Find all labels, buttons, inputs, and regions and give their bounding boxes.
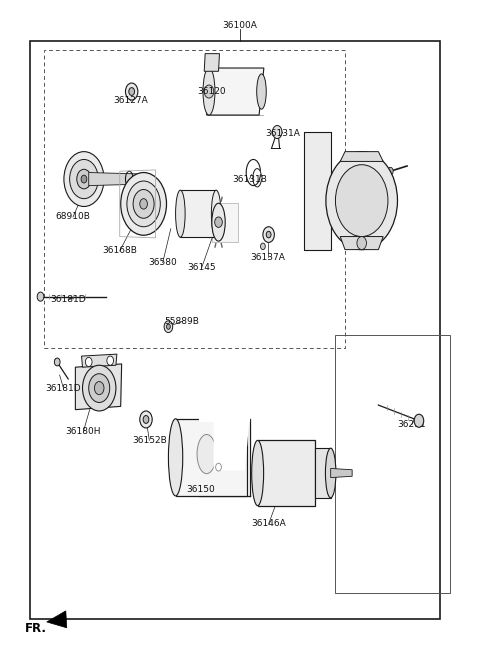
Ellipse shape	[257, 74, 266, 109]
Text: 36131B: 36131B	[232, 174, 267, 184]
Ellipse shape	[211, 190, 221, 237]
Ellipse shape	[168, 419, 183, 496]
Polygon shape	[199, 417, 250, 422]
Text: 36152B: 36152B	[132, 436, 167, 445]
Polygon shape	[304, 132, 331, 250]
Polygon shape	[47, 611, 67, 628]
Polygon shape	[82, 354, 117, 367]
Bar	[30, 41, 441, 619]
Text: 55889B: 55889B	[164, 317, 199, 326]
Circle shape	[143, 415, 149, 423]
Circle shape	[414, 414, 424, 427]
Circle shape	[215, 217, 222, 228]
Polygon shape	[212, 203, 238, 242]
Polygon shape	[206, 68, 264, 115]
Circle shape	[164, 321, 173, 333]
Circle shape	[89, 374, 110, 403]
Text: 36137A: 36137A	[250, 253, 285, 262]
Bar	[336, 335, 450, 592]
Circle shape	[261, 243, 265, 250]
Text: 36100A: 36100A	[223, 21, 257, 30]
Circle shape	[129, 88, 134, 96]
Text: 36168B: 36168B	[102, 247, 137, 255]
Circle shape	[140, 199, 147, 209]
Text: 36131A: 36131A	[265, 129, 300, 138]
Circle shape	[120, 173, 167, 236]
Polygon shape	[214, 419, 250, 470]
Text: 36120: 36120	[197, 87, 226, 96]
Circle shape	[216, 463, 221, 471]
Polygon shape	[258, 440, 315, 506]
Circle shape	[263, 227, 275, 243]
Circle shape	[125, 83, 138, 100]
Text: FR.: FR.	[25, 622, 47, 635]
Circle shape	[133, 190, 154, 218]
Circle shape	[64, 152, 104, 207]
Polygon shape	[89, 173, 136, 186]
Circle shape	[204, 85, 214, 98]
Circle shape	[81, 175, 87, 183]
Ellipse shape	[197, 434, 216, 474]
Text: 36110: 36110	[336, 186, 364, 195]
Text: 36580: 36580	[148, 258, 177, 267]
Text: 36181D: 36181D	[46, 384, 81, 392]
Ellipse shape	[212, 203, 225, 241]
Polygon shape	[331, 468, 352, 478]
Text: 36127A: 36127A	[113, 96, 148, 105]
Polygon shape	[340, 152, 383, 161]
Circle shape	[326, 152, 397, 250]
Circle shape	[70, 159, 98, 199]
Text: 36146A: 36146A	[251, 520, 286, 529]
Text: 36145: 36145	[188, 263, 216, 272]
Polygon shape	[204, 54, 219, 72]
Ellipse shape	[176, 190, 185, 237]
Circle shape	[107, 356, 114, 365]
Polygon shape	[75, 364, 121, 409]
Polygon shape	[180, 190, 216, 237]
Text: 36211: 36211	[397, 420, 426, 429]
Polygon shape	[176, 419, 247, 496]
Text: 36181D: 36181D	[50, 295, 86, 304]
Circle shape	[85, 358, 92, 367]
Circle shape	[140, 411, 152, 428]
Ellipse shape	[325, 448, 336, 498]
Circle shape	[387, 167, 393, 175]
Polygon shape	[340, 237, 383, 250]
Circle shape	[83, 365, 116, 411]
Circle shape	[167, 324, 170, 329]
Circle shape	[266, 232, 271, 238]
Ellipse shape	[203, 68, 215, 115]
Circle shape	[37, 292, 44, 301]
Circle shape	[273, 125, 282, 138]
Circle shape	[336, 165, 388, 237]
Text: 36180H: 36180H	[66, 426, 101, 436]
Polygon shape	[315, 448, 331, 498]
Circle shape	[127, 181, 160, 227]
Circle shape	[357, 237, 366, 250]
Circle shape	[54, 358, 60, 366]
Circle shape	[95, 382, 104, 395]
Circle shape	[77, 169, 91, 189]
Text: 68910B: 68910B	[56, 213, 90, 222]
Text: 36150: 36150	[187, 485, 215, 494]
Ellipse shape	[252, 440, 264, 506]
Bar	[44, 51, 345, 348]
